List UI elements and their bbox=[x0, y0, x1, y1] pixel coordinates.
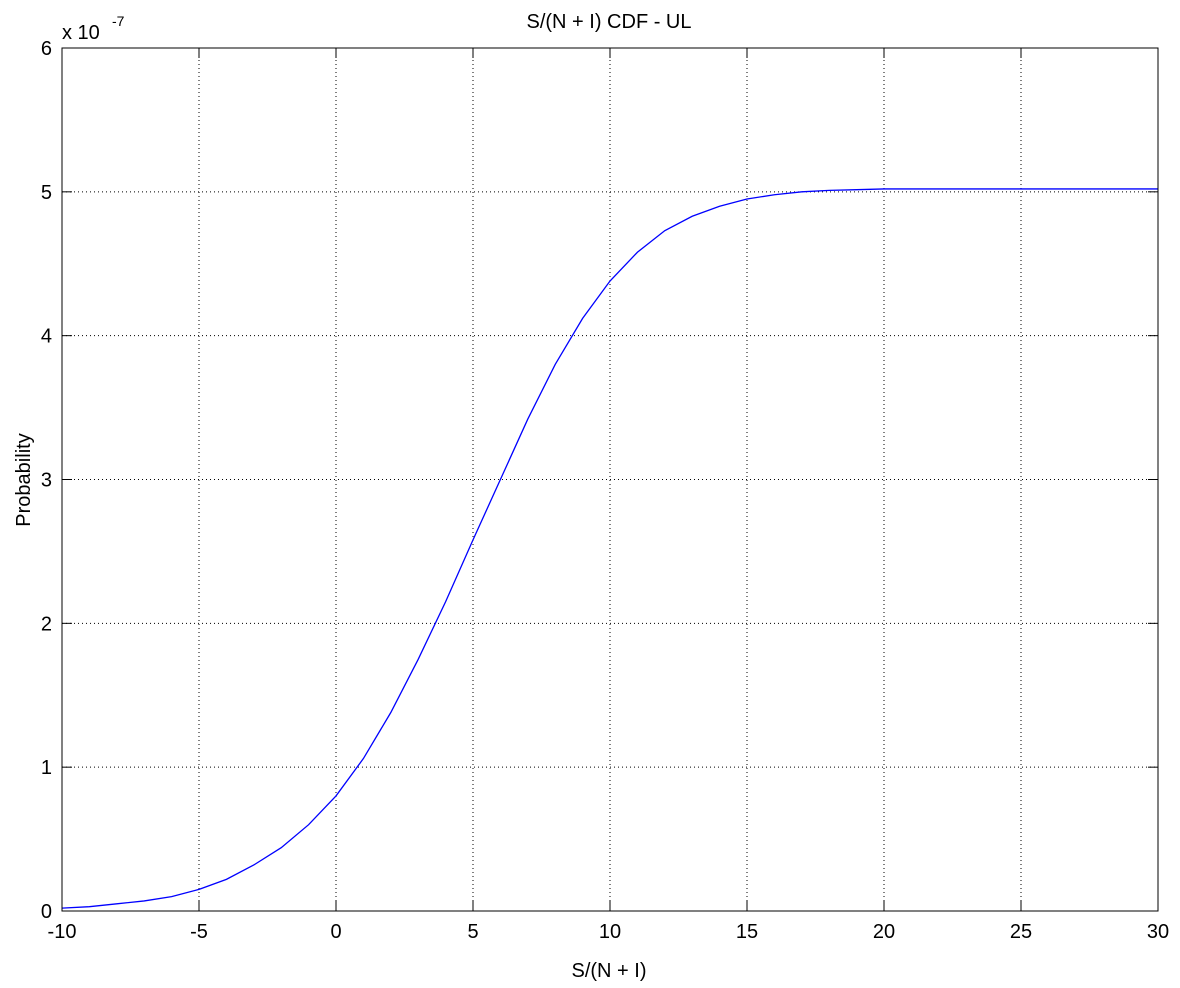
series-line bbox=[61, 188, 1158, 909]
x-tick-label: 0 bbox=[330, 921, 341, 943]
y-tick-label: 4 bbox=[41, 326, 52, 348]
chart-title: S/(N + I) CDF - UL bbox=[526, 11, 691, 33]
x-tick-label: -10 bbox=[48, 921, 77, 943]
y-tick-label: 3 bbox=[41, 470, 52, 492]
x-tick-label: 25 bbox=[1010, 921, 1032, 943]
x-tick-label: 30 bbox=[1147, 921, 1169, 943]
x-tick-label: 20 bbox=[873, 921, 895, 943]
y-tick-label: 5 bbox=[41, 182, 52, 204]
y-exponent-power: -7 bbox=[112, 13, 125, 29]
y-tick-label: 2 bbox=[41, 613, 52, 635]
x-axis-label: S/(N + I) bbox=[571, 960, 646, 982]
plot-frame bbox=[61, 47, 1159, 912]
x-tick-label: 5 bbox=[467, 921, 478, 943]
y-tick-label: 1 bbox=[41, 757, 52, 779]
y-axis-label: Probability bbox=[13, 433, 35, 526]
series-layer bbox=[61, 188, 1158, 909]
ticks-layer bbox=[61, 47, 1159, 912]
grid-layer bbox=[62, 48, 1158, 911]
y-exponent-base: x 10 bbox=[62, 22, 100, 44]
labels-layer: -10 -5 0 5 10 15 20 25 30 0 1 2 3 4 5 6 bbox=[41, 38, 1169, 943]
y-tick-label: 0 bbox=[41, 901, 52, 923]
y-tick-label: 6 bbox=[41, 38, 52, 60]
x-tick-label: 10 bbox=[599, 921, 621, 943]
x-tick-label: 15 bbox=[736, 921, 758, 943]
x-tick-label: -5 bbox=[190, 921, 208, 943]
